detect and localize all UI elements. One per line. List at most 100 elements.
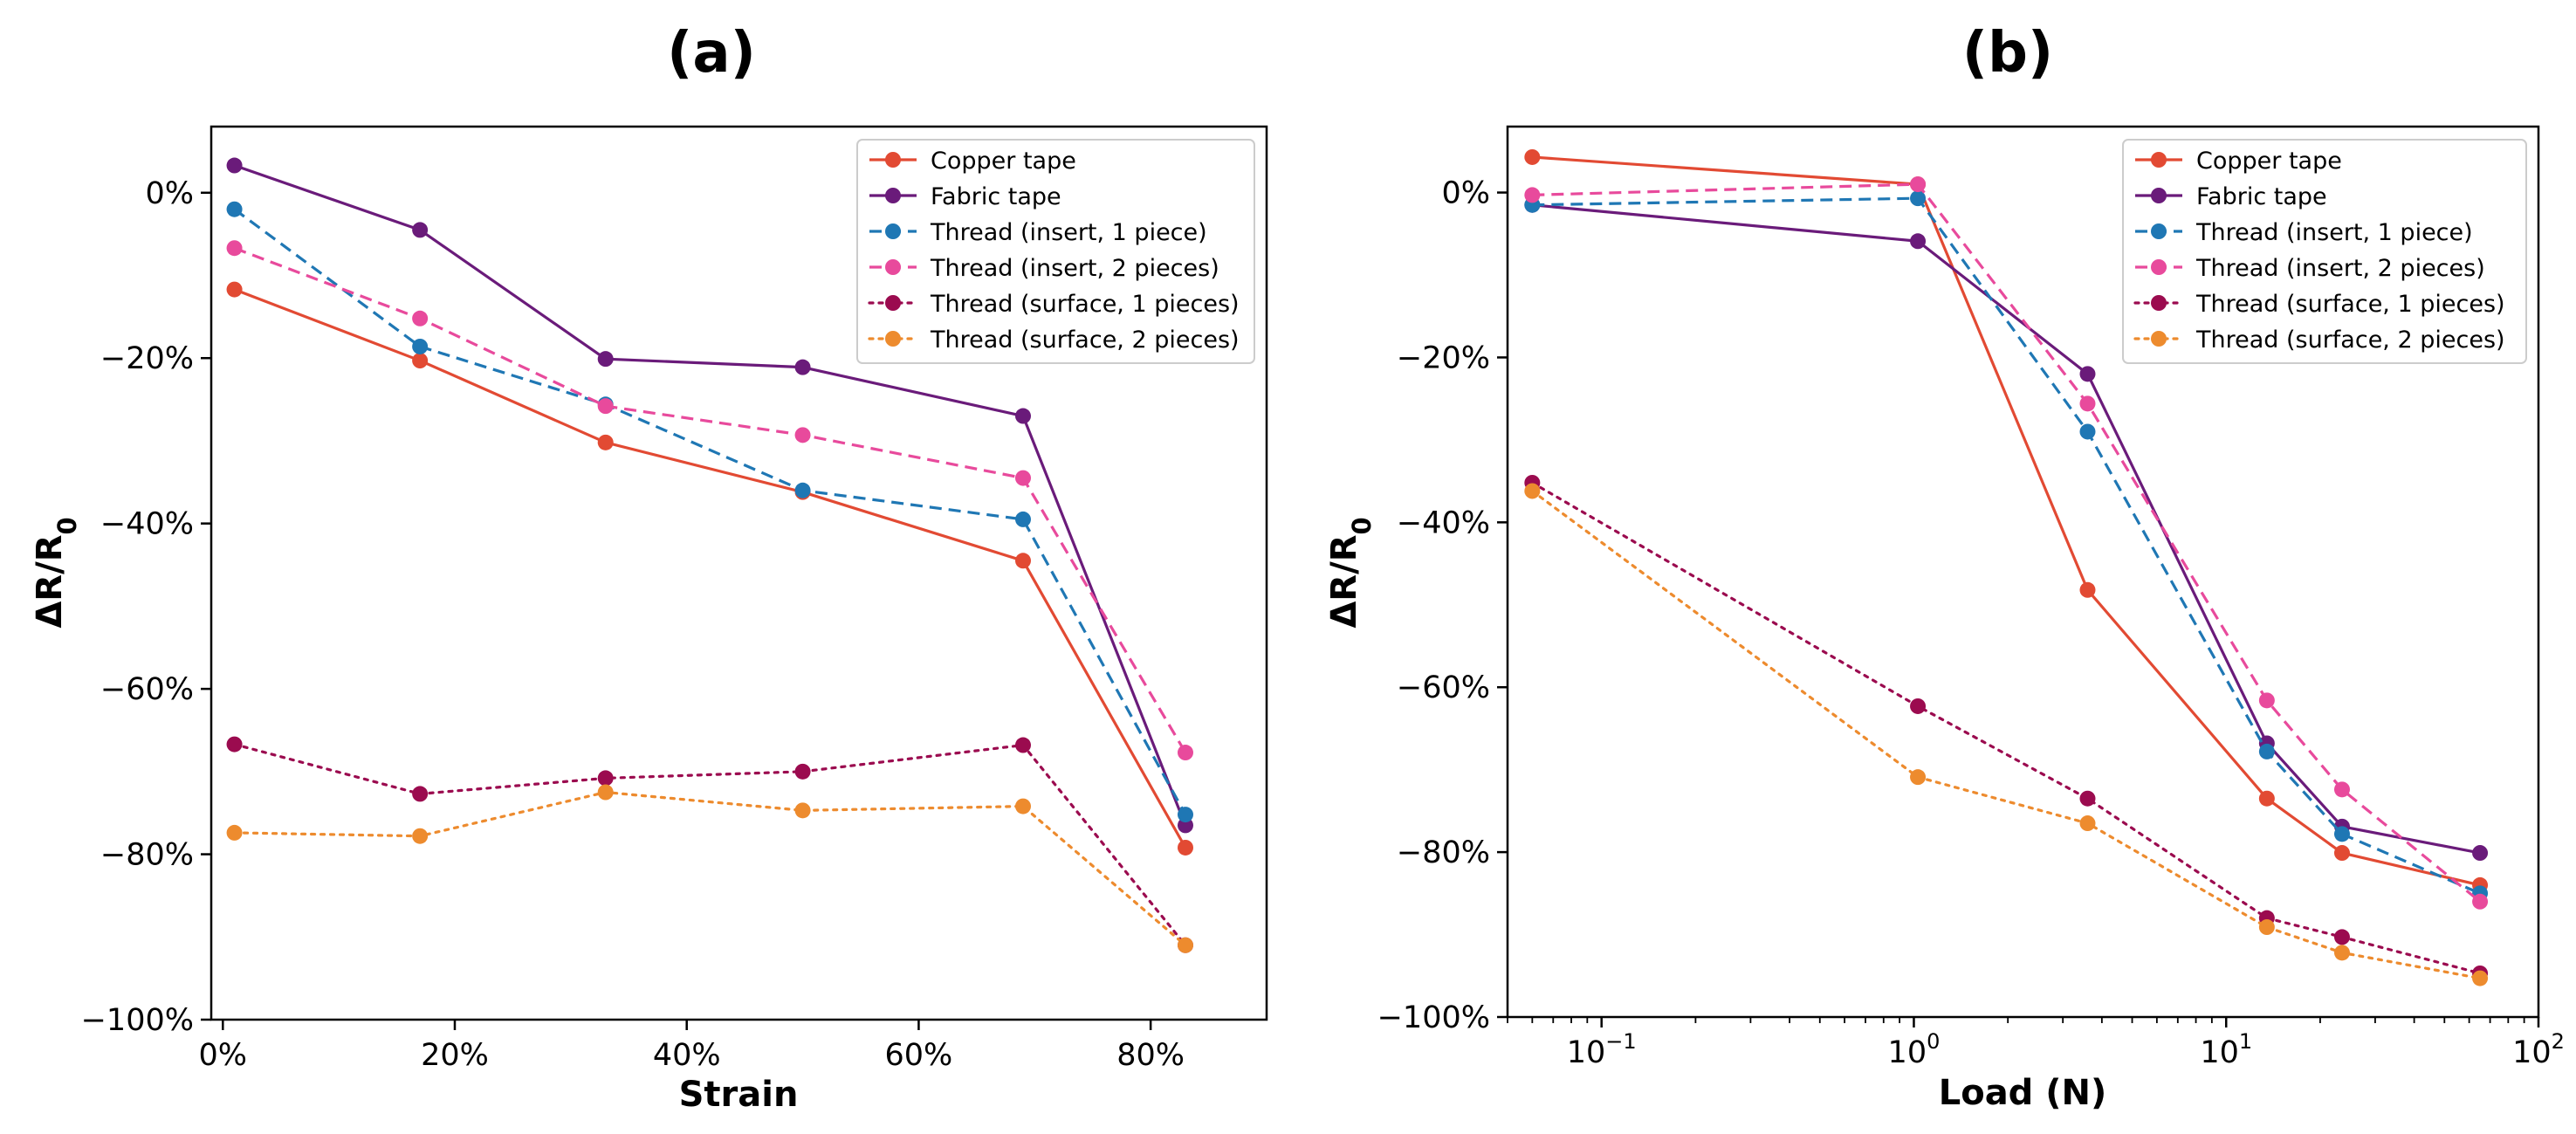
data-point-thread-surface-2-pieces — [1524, 483, 1541, 499]
data-point-thread-insert-1-piece — [226, 201, 243, 217]
legend-label-thread-insert-2-pieces: Thread (insert, 2 pieces) — [2195, 255, 2485, 282]
panel-a-title: (a) — [667, 21, 756, 86]
data-point-fabric-tape — [1015, 408, 1031, 424]
data-point-thread-insert-1-piece — [794, 482, 811, 498]
data-point-thread-surface-2-pieces — [1910, 769, 1927, 786]
data-point-thread-surface-2-pieces — [1178, 937, 1193, 953]
y-tick-label: −80% — [100, 838, 194, 873]
x-tick-label: 20% — [421, 1038, 489, 1073]
data-point-thread-insert-2-pieces — [2079, 395, 2096, 412]
data-point-thread-insert-2-pieces — [597, 398, 614, 415]
legend-label-fabric-tape: Fabric tape — [931, 183, 1061, 210]
legend-marker-thread-surface-2-pieces — [885, 331, 901, 347]
panel-b-ticks: 0%−20%−40%−60%−80%−100%10−1 100 101 102 — [1377, 176, 2565, 1070]
data-point-copper-tape — [226, 281, 243, 298]
panel-b-series — [1524, 148, 2489, 986]
data-point-thread-surface-1-pieces — [412, 786, 429, 802]
data-point-thread-insert-2-pieces — [1910, 176, 1927, 193]
data-point-thread-insert-1-piece — [1015, 511, 1031, 527]
data-point-thread-surface-2-pieces — [2333, 945, 2350, 961]
data-point-thread-insert-2-pieces — [2472, 893, 2489, 910]
series-line-thread-insert-1-piece — [233, 208, 1187, 815]
legend-marker-fabric-tape — [885, 188, 901, 203]
data-point-thread-surface-1-pieces — [1910, 698, 1927, 714]
y-tick-label: −60% — [1397, 670, 1490, 705]
y-tick-label: −60% — [100, 672, 194, 707]
y-tick-label: −100% — [1377, 1000, 1490, 1035]
panel-a-x-label: Strain — [679, 1075, 799, 1115]
data-point-thread-surface-2-pieces — [1015, 798, 1031, 814]
x-tick-label: 80% — [1116, 1038, 1185, 1073]
series-line-thread-insert-1-piece — [1532, 196, 2481, 895]
x-tick-label: 40% — [653, 1038, 721, 1073]
data-point-copper-tape — [2079, 581, 2096, 598]
series-line-thread-surface-2-pieces — [232, 790, 1187, 947]
data-point-thread-insert-2-pieces — [1015, 470, 1031, 486]
data-point-thread-insert-1-piece — [1178, 807, 1193, 823]
x-tick-label: 101 — [2200, 1029, 2252, 1070]
panel-a-ticks: 0%−20%−40%−60%−80%−100%0% 20% 40% 60% 80% — [81, 176, 1185, 1073]
y-tick-label: −100% — [81, 1003, 194, 1038]
data-point-fabric-tape — [1178, 817, 1193, 834]
y-tick-label: −20% — [100, 341, 194, 376]
panel-b-legend: Copper tape Fabric tape Thread (insert, 1 … — [2122, 139, 2527, 364]
data-point-thread-surface-2-pieces — [226, 824, 243, 841]
legend-marker-thread-surface-2-pieces — [2151, 331, 2167, 347]
x-tick-label: 60% — [885, 1038, 953, 1073]
y-tick-label: −80% — [1397, 835, 1490, 870]
panel-a-series — [226, 157, 1193, 953]
series-line-fabric-tape — [1532, 203, 2481, 855]
data-point-thread-surface-1-pieces — [1015, 737, 1031, 753]
data-point-fabric-tape — [412, 222, 429, 238]
panel-a-axes-frame — [210, 125, 1268, 1021]
data-point-thread-insert-1-piece — [2079, 423, 2096, 440]
data-point-fabric-tape — [794, 359, 811, 375]
data-point-thread-surface-1-pieces — [597, 770, 614, 787]
legend-label-copper-tape: Copper tape — [931, 148, 1076, 175]
data-point-copper-tape — [2333, 845, 2350, 862]
data-point-copper-tape — [1015, 553, 1031, 569]
legend-label-thread-insert-2-pieces: Thread (insert, 2 pieces) — [930, 255, 1219, 282]
legend-marker-copper-tape — [885, 152, 901, 168]
legend-label-thread-surface-1-pieces: Thread (surface, 1 pieces) — [930, 291, 1240, 318]
y-tick-label: −40% — [100, 507, 194, 542]
data-point-fabric-tape — [2472, 845, 2489, 862]
legend-label-thread-surface-1-pieces: Thread (surface, 1 pieces) — [2195, 291, 2505, 318]
legend-label-thread-insert-1-piece: Thread (insert, 1 piece) — [930, 219, 1207, 246]
data-point-thread-surface-2-pieces — [794, 802, 811, 819]
legend-label-fabric-tape: Fabric tape — [2196, 183, 2327, 210]
data-point-thread-insert-2-pieces — [794, 427, 811, 443]
legend-marker-thread-insert-2-pieces — [885, 259, 901, 275]
legend-label-thread-surface-2-pieces: Thread (surface, 2 pieces) — [2195, 326, 2505, 354]
data-point-thread-insert-2-pieces — [1524, 187, 1541, 203]
y-tick-label: 0% — [1441, 176, 1490, 211]
data-point-thread-surface-1-pieces — [2333, 929, 2350, 945]
data-point-copper-tape — [1178, 839, 1193, 856]
data-point-thread-surface-1-pieces — [794, 763, 811, 780]
data-point-copper-tape — [2258, 790, 2275, 807]
data-point-thread-surface-2-pieces — [412, 828, 429, 844]
x-tick-label: 0% — [199, 1038, 248, 1073]
data-point-thread-insert-2-pieces — [1178, 745, 1193, 761]
data-point-thread-surface-1-pieces — [226, 736, 243, 753]
data-point-copper-tape — [412, 353, 429, 369]
legend-label-thread-surface-2-pieces: Thread (surface, 2 pieces) — [930, 326, 1240, 354]
data-point-thread-insert-2-pieces — [226, 240, 243, 257]
panel-b-x-label: Load (N) — [1939, 1073, 2107, 1113]
data-point-thread-insert-1-piece — [1910, 190, 1927, 207]
legend-label-copper-tape: Copper tape — [2196, 148, 2342, 175]
data-point-thread-insert-2-pieces — [412, 310, 429, 326]
panel-b-title: (b) — [1962, 21, 2053, 86]
data-point-thread-insert-2-pieces — [2333, 781, 2350, 798]
legend-marker-thread-insert-2-pieces — [2151, 259, 2167, 275]
data-point-thread-surface-2-pieces — [2258, 919, 2275, 936]
data-point-fabric-tape — [2079, 366, 2096, 382]
legend-marker-fabric-tape — [2151, 188, 2167, 203]
panel-b-axes-frame — [1506, 125, 2540, 1019]
series-line-copper-tape — [233, 288, 1187, 849]
y-tick-label: −20% — [1397, 340, 1490, 375]
data-point-thread-insert-2-pieces — [2258, 692, 2275, 709]
legend-label-thread-insert-1-piece: Thread (insert, 1 piece) — [2195, 219, 2473, 246]
y-tick-label: 0% — [145, 176, 194, 211]
